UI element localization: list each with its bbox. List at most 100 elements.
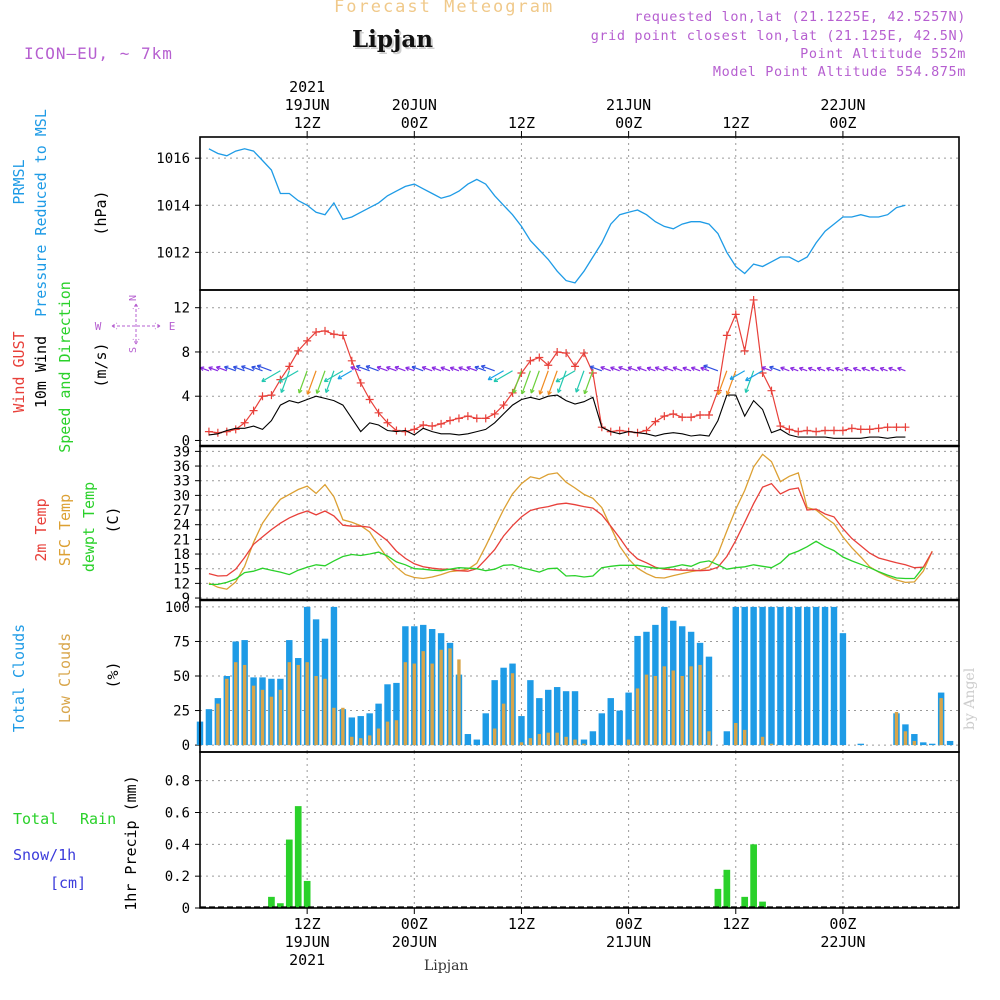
total-cloud-bar xyxy=(821,606,829,746)
gust-marker xyxy=(258,392,267,401)
wind-arrow-head xyxy=(682,366,687,372)
total-cloud-bar xyxy=(795,606,802,746)
wind-gust-label: Wind GUST xyxy=(10,331,28,412)
wind-arrow xyxy=(769,366,781,372)
wind-arrow-head xyxy=(589,365,595,370)
low-cloud-bar xyxy=(394,720,399,746)
gust-marker xyxy=(240,418,249,427)
gust-marker xyxy=(454,414,463,423)
total-cloud-bar xyxy=(536,698,543,746)
total-cloud-bar xyxy=(589,731,597,746)
gust-marker xyxy=(428,422,437,431)
total-cloud-bar xyxy=(607,698,614,746)
gust-marker xyxy=(642,426,651,435)
gust-marker xyxy=(794,427,803,436)
bottom-axis-date: 20JUN xyxy=(392,933,437,951)
rain-bar xyxy=(759,901,766,908)
total-cloud-bar xyxy=(205,709,213,746)
wind-arrow xyxy=(208,366,219,372)
wind-arrow-head xyxy=(744,388,750,394)
wind-arrow xyxy=(583,370,594,395)
wind-arrow xyxy=(512,370,523,394)
gust-marker xyxy=(490,409,499,418)
top-axis-date: 19JUN xyxy=(285,96,330,114)
low-cloud-bar xyxy=(314,676,318,746)
prmsl-label: PRMSL xyxy=(10,159,28,204)
wind-arrow-head xyxy=(458,366,463,371)
low-cloud-bar xyxy=(234,662,238,746)
wind-arrow xyxy=(547,370,558,395)
wind-arrow xyxy=(761,366,772,372)
low-cloud-bar xyxy=(367,735,372,746)
top-axis-date: 21JUN xyxy=(606,96,651,114)
low-cloud-bar xyxy=(412,663,417,746)
wind-arrow-head xyxy=(261,377,266,383)
total-cloud-bar xyxy=(705,656,713,746)
wind-arrow xyxy=(888,367,897,372)
wind-arrow xyxy=(356,365,370,372)
wind-arrow-head xyxy=(224,365,229,371)
wind-arrow xyxy=(808,367,817,372)
wind-arrow-head xyxy=(411,365,417,371)
y-tick-label: 30 xyxy=(173,488,190,504)
gust-marker xyxy=(356,378,365,387)
gust-marker xyxy=(740,346,749,355)
gust-marker xyxy=(294,346,303,355)
wind-arrow-head xyxy=(769,365,774,371)
sfc-temp-label: SFC Temp xyxy=(56,494,74,566)
y-tick-label: 12 xyxy=(173,576,190,592)
low-cloud-bar xyxy=(278,689,283,746)
bottom-axis-date: 21JUN xyxy=(606,933,651,951)
wind-arrow-head xyxy=(636,366,642,371)
total-cloud-bar xyxy=(625,692,632,746)
wind-arrow xyxy=(539,370,549,395)
wind-arrow-head xyxy=(897,366,902,372)
compass-icon xyxy=(111,303,161,345)
wind-arrow-head xyxy=(315,389,321,394)
wind-arrow xyxy=(717,370,728,395)
low-cloud-bar xyxy=(662,666,667,746)
low-cloud-bar xyxy=(296,664,300,746)
wind-arrow xyxy=(575,370,585,393)
low-cloud-bar xyxy=(546,732,550,746)
y-tick-label: 9 xyxy=(182,591,190,607)
total-cloud-bar xyxy=(768,606,775,746)
low-cloud-bar xyxy=(501,703,506,746)
wind-arrow-head xyxy=(376,365,382,371)
wind-arrow xyxy=(251,366,263,372)
gust-marker xyxy=(812,427,821,436)
wind-arrow-head xyxy=(835,366,840,372)
gust-marker xyxy=(285,362,294,371)
sfc-temp-line xyxy=(208,453,933,590)
pressure-unit-label: (hPa) xyxy=(92,190,110,235)
total-cloud-bar xyxy=(348,717,356,746)
gust-marker xyxy=(249,406,258,415)
wind-arrow-head xyxy=(556,388,562,394)
total-cloud-bar xyxy=(786,606,793,746)
low-cloud-bar xyxy=(698,664,702,746)
gust-marker xyxy=(722,331,731,340)
wind-arrow xyxy=(394,366,406,372)
top-axis-label: 12Z xyxy=(294,114,321,132)
gust-marker xyxy=(544,361,553,370)
wind-arrow xyxy=(241,365,254,372)
wind-arrow xyxy=(376,366,388,372)
compass-e: E xyxy=(169,320,176,333)
low-cloud-bar xyxy=(769,743,774,746)
y-tick-label: 0.6 xyxy=(165,805,190,821)
gust-marker xyxy=(267,391,276,400)
bottom-axis-date: 22JUN xyxy=(820,933,865,951)
gust-marker xyxy=(365,395,374,404)
top-axis-label: 00Z xyxy=(615,114,642,132)
wind-arrow xyxy=(261,370,281,382)
low-cloud-bar xyxy=(939,698,943,746)
low-cloud-bar xyxy=(573,739,577,746)
wind-arrow-head xyxy=(440,366,445,371)
total-cloud-bar xyxy=(366,713,373,746)
rain-bar xyxy=(750,844,757,908)
wind-arrow xyxy=(405,367,415,372)
t2m-label: 2m Temp xyxy=(32,498,50,561)
wind-arrow xyxy=(466,366,478,372)
wind-arrow-head xyxy=(672,366,678,371)
gust-marker xyxy=(303,336,312,345)
